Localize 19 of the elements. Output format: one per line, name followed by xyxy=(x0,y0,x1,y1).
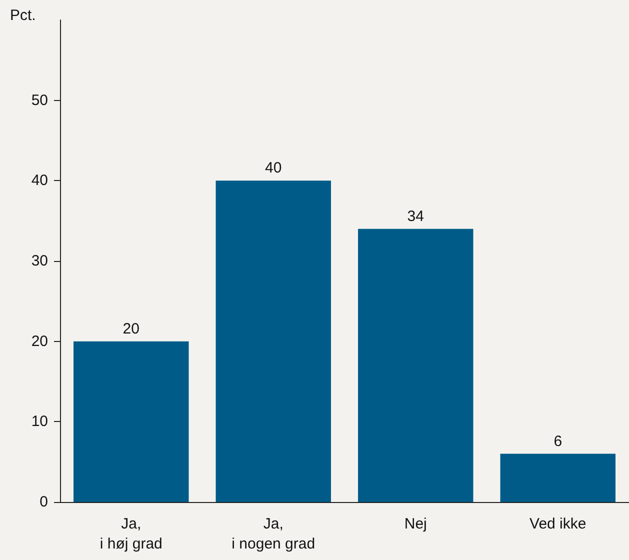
x-tick-label: Ved ikke xyxy=(530,516,586,532)
y-tick-label: 30 xyxy=(31,252,48,270)
y-tick-label: 20 xyxy=(31,332,48,350)
bar xyxy=(500,454,616,502)
y-axis-title: Pct. xyxy=(10,7,36,24)
y-tick-label: 0 xyxy=(40,494,48,510)
x-tick-label: Ja, i nogen grad xyxy=(232,516,316,552)
y-tick-label: 50 xyxy=(31,92,48,109)
data-label: 40 xyxy=(265,160,282,177)
x-tick-label: Nej xyxy=(404,516,427,532)
data-label: 34 xyxy=(407,208,424,225)
bar xyxy=(358,228,474,502)
data-label: 6 xyxy=(554,432,562,450)
x-tick-label: Ja, i høj grad xyxy=(100,516,162,552)
data-label: 20 xyxy=(122,320,140,338)
bar xyxy=(216,180,331,502)
bar xyxy=(74,341,189,502)
y-tick-label: 40 xyxy=(31,172,48,190)
y-tick-label: 10 xyxy=(31,413,48,430)
